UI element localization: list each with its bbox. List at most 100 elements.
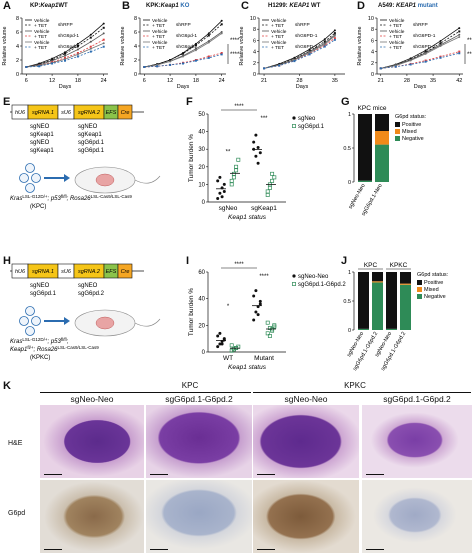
data-point [218, 331, 222, 335]
legend-label: sgG6pd.1 [298, 124, 325, 130]
guide-row-left: sgKeap1 [30, 132, 54, 138]
panel-label-d: D [357, 0, 365, 12]
chart-title: KPC mice [358, 105, 387, 112]
data-point [252, 318, 256, 322]
x-tick-label: 12 [49, 78, 55, 84]
legend-group-label: shG6pd-1 [176, 33, 197, 39]
data-point [194, 44, 197, 47]
data-point [222, 338, 226, 342]
y-tick-label: 4 [16, 44, 19, 50]
data-point [258, 299, 262, 303]
significance-label: **** [230, 38, 240, 44]
legend-group-label: shG6pd-2 [176, 44, 197, 50]
x-axis-label: Days [177, 84, 190, 90]
y-tick-label: 10 [250, 16, 256, 22]
lung-icon [95, 173, 115, 187]
data-point [89, 50, 92, 53]
data-point [102, 26, 105, 29]
y-tick-label: 20 [198, 165, 205, 171]
x-tick-label: 18 [193, 78, 199, 84]
data-point [194, 59, 197, 62]
legend-label: Vehicle [389, 40, 405, 46]
x-tick-label: 21 [378, 78, 384, 84]
construct-box-label: sU6 [61, 110, 72, 116]
x-tick-label: 24 [101, 78, 107, 84]
construct-box-label: sgRNA.1 [32, 269, 54, 275]
data-point [333, 29, 336, 32]
tumor-burden-chart-f: 0 10 20 30 40 50 Tumor burden % sgNeo sgKeap1 Kea… [188, 104, 325, 221]
y-tick-label: 6 [134, 30, 137, 36]
x-axis-label: Keap1 status [228, 364, 267, 371]
legend-label: Vehicle [271, 29, 287, 35]
data-point [220, 342, 224, 346]
legend-group-label: shG6PD-2 [295, 44, 318, 50]
legend-label: Mixed [424, 287, 439, 293]
data-point [293, 60, 296, 63]
legend-label: Vehicle [34, 18, 50, 24]
legend-label: + TET [389, 45, 402, 51]
construct-box-label: hU6 [15, 269, 26, 275]
data-point [409, 63, 412, 66]
x-axis-label: Days [414, 84, 427, 90]
data-point [439, 39, 442, 42]
data-point [263, 67, 266, 70]
g6pd-tile-3 [253, 480, 359, 553]
data-point [216, 179, 220, 183]
lentivirus-icon [19, 316, 29, 326]
data-point [89, 33, 92, 36]
data-point [218, 342, 222, 346]
legend-swatch [395, 129, 400, 134]
histology-group-kpc: KPC [181, 381, 199, 390]
data-point [156, 65, 159, 68]
lentivirus-icon [19, 173, 29, 183]
construct-box-label: EFS [106, 269, 117, 275]
data-point [265, 193, 270, 197]
y-tick-label: 8 [16, 16, 19, 22]
x-tick-label: Mutant [254, 355, 274, 362]
data-point [76, 42, 79, 45]
guide-row-right: sgKeap1 [78, 132, 102, 138]
genotype-label-2: Keap1fl/+; Rosa26LSL-Cas9/LSL-Cas9 [10, 345, 99, 353]
g6pd-tile-2 [146, 480, 252, 553]
data-point [439, 45, 442, 47]
data-point [252, 294, 256, 298]
y-tick-label: 40 [198, 130, 205, 136]
stacked-bar-segment [386, 328, 397, 330]
data-point [458, 50, 461, 53]
significance-label: * [227, 304, 230, 310]
data-point [89, 45, 92, 48]
x-tick-label: 35 [430, 78, 436, 84]
guide-row-left: sgNEO [30, 283, 50, 289]
data-point [25, 66, 28, 68]
x-tick-label: 12 [167, 78, 173, 84]
guide-row-left: sgNEO [30, 124, 50, 130]
series-line [263, 35, 336, 69]
legend-label: + TET [389, 23, 402, 29]
x-tick-label: 28 [296, 78, 302, 84]
y-axis-label: Relative volume [357, 26, 363, 65]
genotype-label: KrasLSL-G12D/+; p53fl/fl; Rosa26LSL-Cas9… [10, 194, 132, 202]
data-point [272, 324, 277, 329]
data-point [333, 34, 336, 37]
data-point [258, 151, 262, 155]
genotype-label: KrasLSL-G12D/+; p53fl/fl; [10, 337, 69, 345]
guide-row-left: sgNEO [30, 140, 50, 146]
series-line [380, 52, 460, 69]
data-point [89, 40, 92, 43]
legend-swatch [292, 274, 296, 278]
significance-label: **** [234, 104, 244, 110]
lung-icon [95, 316, 115, 330]
guide-row-right: sgG6pd.1 [78, 140, 105, 146]
histology-col-3: sgNeo-Neo [284, 394, 328, 404]
data-point [258, 302, 262, 306]
data-point [220, 23, 223, 26]
data-point [270, 178, 275, 183]
stacked-bar-segment [375, 131, 389, 145]
x-tick-label: 18 [75, 78, 81, 84]
data-point [218, 191, 222, 195]
data-point [308, 51, 311, 54]
y-tick-label: 0 [348, 328, 351, 334]
data-point [254, 133, 258, 137]
